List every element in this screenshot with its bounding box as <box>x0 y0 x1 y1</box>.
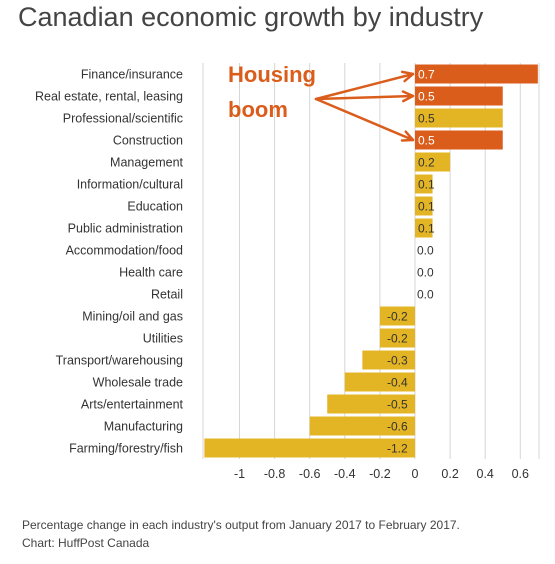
x-tick-label: 0.6 <box>512 467 529 481</box>
bar-management <box>415 152 451 172</box>
value-label-retail: 0.0 <box>417 288 434 302</box>
category-label-real-estate-rental-leasing: Real estate, rental, leasing <box>35 90 183 104</box>
value-label-manufacturing: -0.6 <box>387 420 408 434</box>
value-label-management: 0.2 <box>418 156 435 170</box>
annotation-arrow-head <box>401 90 415 103</box>
x-tick-label: 0.4 <box>477 467 494 481</box>
value-label-farming-forestry-fish: -1.2 <box>387 442 408 456</box>
value-label-public-administration: 0.1 <box>418 222 435 236</box>
annotation-arrow-shaft <box>314 94 415 101</box>
value-label-transport-warehousing: -0.3 <box>387 354 408 368</box>
category-label-transport-warehousing: Transport/warehousing <box>56 354 183 368</box>
category-label-wholesale-trade: Wholesale trade <box>93 376 183 390</box>
category-label-finance-insurance: Finance/insurance <box>81 68 183 82</box>
value-label-mining-oil-and-gas: -0.2 <box>387 310 408 324</box>
annotation-text-line1: Housing <box>228 62 316 87</box>
x-tick-label: -0.2 <box>369 467 391 481</box>
value-label-arts-entertainment: -0.5 <box>387 398 408 412</box>
category-label-information-cultural: Information/cultural <box>77 178 183 192</box>
grid-lines <box>202 63 540 459</box>
value-label-health-care: 0.0 <box>417 266 434 280</box>
category-label-mining-oil-and-gas: Mining/oil and gas <box>82 310 183 324</box>
bar-transport-warehousing <box>362 350 415 370</box>
category-label-professional-scientific: Professional/scientific <box>63 112 183 126</box>
annotation-arrow-shaft <box>314 72 415 101</box>
bar-education <box>415 196 433 216</box>
category-label-health-care: Health care <box>119 266 183 280</box>
category-label-public-administration: Public administration <box>68 222 183 236</box>
category-label-retail: Retail <box>151 288 183 302</box>
value-label-accommodation-food: 0.0 <box>417 244 434 258</box>
x-tick-label: -0.4 <box>334 467 356 481</box>
value-label-wholesale-trade: -0.4 <box>387 376 408 390</box>
x-tick-label: -0.6 <box>299 467 321 481</box>
bar-manufacturing <box>309 416 415 436</box>
value-label-real-estate-rental-leasing: 0.5 <box>418 90 435 104</box>
footnote: Percentage change in each industry's out… <box>22 516 460 552</box>
bar-real-estate-rental-leasing <box>415 86 503 106</box>
bar-utilities <box>379 328 415 348</box>
category-label-manufacturing: Manufacturing <box>104 420 183 434</box>
bar-farming-forestry-fish <box>204 438 415 458</box>
category-label-utilities: Utilities <box>143 332 183 346</box>
value-label-professional-scientific: 0.5 <box>418 112 435 126</box>
x-tick-label: -0.8 <box>264 467 286 481</box>
category-label-construction: Construction <box>113 134 183 148</box>
annotation-arrow-head <box>400 130 415 142</box>
category-label-arts-entertainment: Arts/entertainment <box>81 398 184 412</box>
value-label-utilities: -0.2 <box>387 332 408 346</box>
value-label-education: 0.1 <box>418 200 435 214</box>
value-label-finance-insurance: 0.7 <box>418 68 435 82</box>
category-label-accommodation-food: Accommodation/food <box>66 244 183 258</box>
value-label-information-cultural: 0.1 <box>418 178 435 192</box>
bar-construction <box>415 130 503 150</box>
annotation-arrow-shaft <box>314 97 415 142</box>
category-label-farming-forestry-fish: Farming/forestry/fish <box>69 442 183 456</box>
x-tick-label: -1 <box>234 467 245 481</box>
bar-chart: Finance/insurance Real estate, rental, le… <box>35 62 540 481</box>
footnote-credit: Chart: HuffPost Canada <box>22 536 150 550</box>
value-labels: 0.7 0.5 0.5 0.5 0.2 0.1 0.1 0.1 0.0 0.0 0.0 -0.2 -0.… <box>387 68 435 456</box>
bar-finance-insurance <box>415 64 538 84</box>
bars <box>204 64 538 458</box>
category-label-management: Management <box>110 156 183 170</box>
bar-arts-entertainment <box>327 394 415 414</box>
bar-public-administration <box>415 218 433 238</box>
category-label-education: Education <box>127 200 183 214</box>
x-tick-label: 0 <box>412 467 419 481</box>
annotation-text-line2: boom <box>228 97 288 122</box>
annotation-arrow-head <box>400 70 415 83</box>
bar-mining-oil-and-gas <box>379 306 415 326</box>
x-tick-label: 0.2 <box>441 467 458 481</box>
bar-information-cultural <box>415 174 433 194</box>
housing-boom-annotation: Housing boom <box>228 62 415 142</box>
chart-title: Canadian economic growth by industry <box>18 2 484 32</box>
bar-professional-scientific <box>415 108 503 128</box>
value-label-construction: 0.5 <box>418 134 435 148</box>
x-tick-labels: -1 -0.8 -0.6 -0.4 -0.2 0 0.2 0.4 0.6 <box>234 467 529 481</box>
footnote-description: Percentage change in each industry's out… <box>22 518 460 532</box>
bar-wholesale-trade <box>344 372 415 392</box>
category-labels: Finance/insurance Real estate, rental, le… <box>35 68 184 456</box>
